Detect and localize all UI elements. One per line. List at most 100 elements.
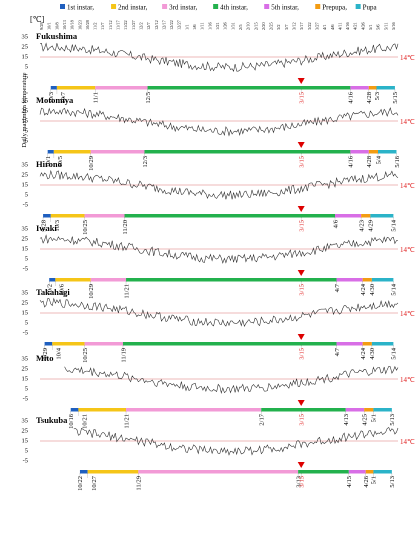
stage-date-label: 4/15 (346, 476, 353, 488)
x-tick-label: 3/22 (307, 22, 312, 30)
stage-date-label: 10/3 (54, 220, 61, 232)
stage-date-label: 3/15 (299, 92, 306, 104)
legend-label: 5th instar, (271, 4, 299, 12)
stage-date-label: 5/4 (375, 155, 382, 164)
y-tick-label: -5 (23, 74, 28, 81)
stage-date-label: 10/1 (45, 156, 52, 168)
stage-date-label: 10/29 (88, 284, 95, 299)
x-tick-label: 11/27 (131, 20, 136, 30)
y-tick-label: 5 (25, 320, 28, 327)
stage-date-label: 9/28 (40, 220, 47, 232)
y-tick-label: -5 (23, 266, 28, 273)
y-tick-label: 15 (22, 310, 29, 317)
legend-swatch (60, 4, 65, 9)
y-tick-label: -5 (23, 202, 28, 209)
stage-segment (373, 470, 392, 474)
stage-segment (44, 342, 53, 346)
y-tick-label: 35 (22, 418, 29, 425)
reference-label: 14℃ (400, 310, 415, 318)
x-tick-label: 3/7 (284, 24, 289, 30)
temperature-line (39, 169, 399, 200)
y-tick-label: 35 (22, 162, 29, 169)
y-tick-label: 25 (22, 236, 29, 243)
x-tick-label: 4/6 (330, 24, 335, 30)
y-tick-label: 15 (22, 376, 29, 383)
stage-segment (95, 86, 148, 90)
stage-segment (144, 150, 351, 154)
stage-date-label: 11/29 (136, 476, 143, 491)
site-name: Iwaki (36, 223, 57, 233)
stage-date-label: 4/23 (358, 220, 365, 232)
y-tick-label: 5 (25, 64, 28, 71)
x-tick-label: 3/2 (276, 25, 281, 31)
legend-label: 2nd instar, (118, 4, 148, 12)
reference-label: 14℃ (400, 118, 415, 126)
stage-date-label: 4/16 (348, 91, 355, 103)
x-tick-label: 11/22 (123, 20, 128, 30)
legend-label: Prepupa, (322, 4, 347, 12)
stage-date-label: 10/25 (82, 220, 89, 235)
stage-date-label: 10/6 (59, 283, 66, 295)
legend-swatch (111, 4, 117, 9)
y-axis-label: Daily maximum temperature (21, 72, 28, 147)
stage-date-label: 9/29 (42, 348, 49, 360)
marker-triangle (297, 400, 305, 406)
stage-segment (84, 214, 125, 218)
reference-label: 14℃ (400, 438, 415, 446)
stage-date-label: 5/14 (391, 283, 398, 295)
x-tick-label: 10/13 (62, 20, 67, 30)
y-tick-label: 35 (22, 34, 29, 41)
temperature-line (39, 234, 399, 264)
y-tick-label: 35 (22, 356, 29, 363)
stage-date-label: 5/15 (392, 92, 399, 104)
x-tick-label: 5/16 (391, 22, 396, 30)
stage-date-label: 10/7 (60, 91, 67, 103)
stage-segment (147, 86, 351, 90)
stage-segment (43, 214, 51, 218)
stage-date-label: 11/1 (93, 92, 100, 103)
temperature-line (39, 297, 399, 328)
stage-segment (50, 214, 85, 218)
marker-triangle (297, 206, 305, 212)
stage-segment (78, 408, 127, 412)
stage-date-label: 10/22 (77, 476, 84, 491)
x-tick-label: 12/7 (146, 22, 151, 30)
y-tick-label: 25 (22, 108, 29, 115)
y-tick-label: 15 (22, 246, 29, 253)
x-tick-label: 11/2 (93, 23, 98, 30)
stage-date-label: 10/21 (82, 414, 89, 429)
stage-date-label: 11/21 (123, 414, 130, 429)
legend-swatch (315, 4, 321, 9)
stage-segment (55, 278, 91, 282)
x-tick-label: 2/10 (246, 22, 251, 30)
x-tick-label: 10/1 (47, 22, 52, 30)
stage-segment (124, 214, 336, 218)
stage-date-label: 5/13 (389, 414, 396, 426)
stage-date-label: 4/16 (348, 155, 355, 167)
stage-segment (49, 278, 56, 282)
stage-date-label: 3/15 (299, 220, 306, 232)
x-tick-label: 3/17 (299, 22, 304, 30)
stage-segment (361, 214, 371, 218)
site-name: Tsukuba (36, 415, 68, 425)
stage-segment (90, 150, 145, 154)
reference-label: 14℃ (400, 376, 415, 384)
reference-label: 14℃ (400, 54, 415, 62)
y-tick-label: 35 (22, 98, 29, 105)
stage-date-label: 4/13 (343, 414, 350, 426)
stage-date-label: 5/1 (371, 476, 378, 484)
y-tick-label: 25 (22, 44, 29, 51)
legend-label: Pupa (363, 4, 378, 12)
x-tick-label: 11/17 (116, 20, 121, 30)
stage-segment (370, 214, 394, 218)
x-tick-label: 10/28 (85, 20, 90, 30)
x-tick-label: 4/21 (353, 22, 358, 30)
stage-date-label: 4/30 (369, 284, 376, 296)
stage-segment (261, 408, 346, 412)
legend-label: 4th instar, (220, 4, 248, 12)
x-tick-label: 5/11 (383, 23, 388, 30)
stage-date-label: 12/5 (145, 92, 152, 104)
stage-date-label: 3/15 (299, 476, 306, 488)
site-name: Motomiya (36, 95, 74, 105)
x-tick-label: 3/12 (292, 22, 297, 30)
